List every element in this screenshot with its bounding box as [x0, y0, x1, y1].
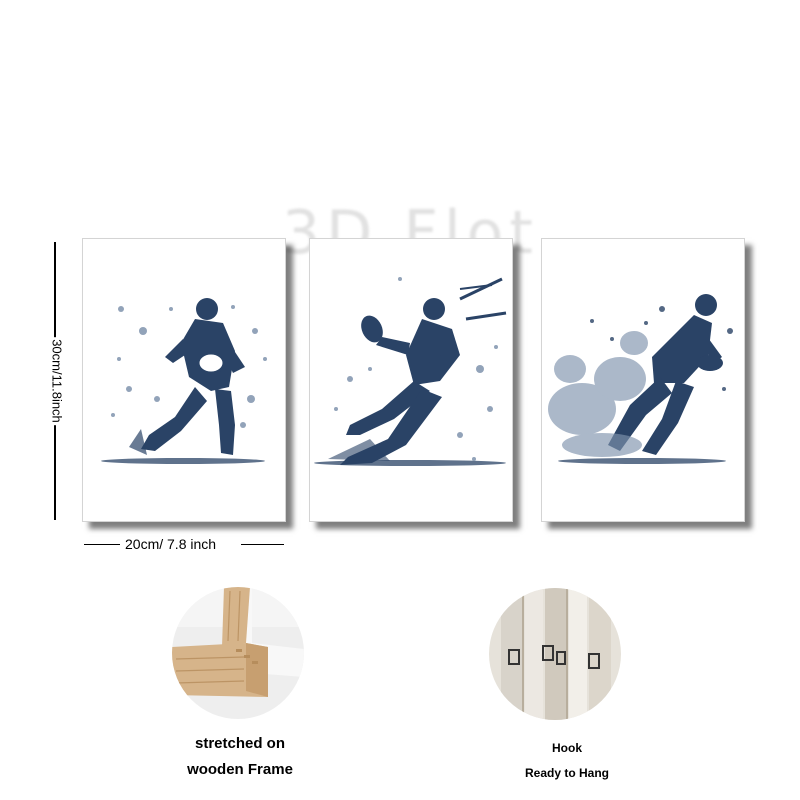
canvas-panel-left [82, 238, 286, 522]
sawtooth-hook-image [489, 588, 621, 720]
rugby-player-diving-illustration [314, 277, 507, 466]
canvas-panel-center [309, 238, 513, 522]
hook-photo [489, 588, 621, 720]
frame-caption: stretched on wooden Frame [170, 731, 310, 783]
frame-caption-line-1: stretched on [194, 735, 285, 752]
width-dimension-line-right [241, 544, 284, 545]
rugby-player-running-illustration [101, 298, 267, 464]
frame-caption-line-2: wooden Frame [187, 761, 293, 778]
hook-caption: Hook Ready to Hang [497, 736, 637, 786]
rugby-player-sprinting-illustration [548, 294, 733, 464]
wooden-frame-photo [172, 587, 304, 719]
wooden-frame-corner-image [172, 587, 304, 719]
canvas-panel-right [541, 238, 745, 522]
hook-caption-line-1: Hook [552, 741, 582, 755]
hook-caption-line-2: Ready to Hang [524, 766, 609, 780]
width-dimension-line-left [84, 544, 120, 545]
width-dimension-label: 20cm/ 7.8 inch [125, 536, 217, 552]
height-dimension-label: 30cm/11.8inch [49, 337, 65, 425]
